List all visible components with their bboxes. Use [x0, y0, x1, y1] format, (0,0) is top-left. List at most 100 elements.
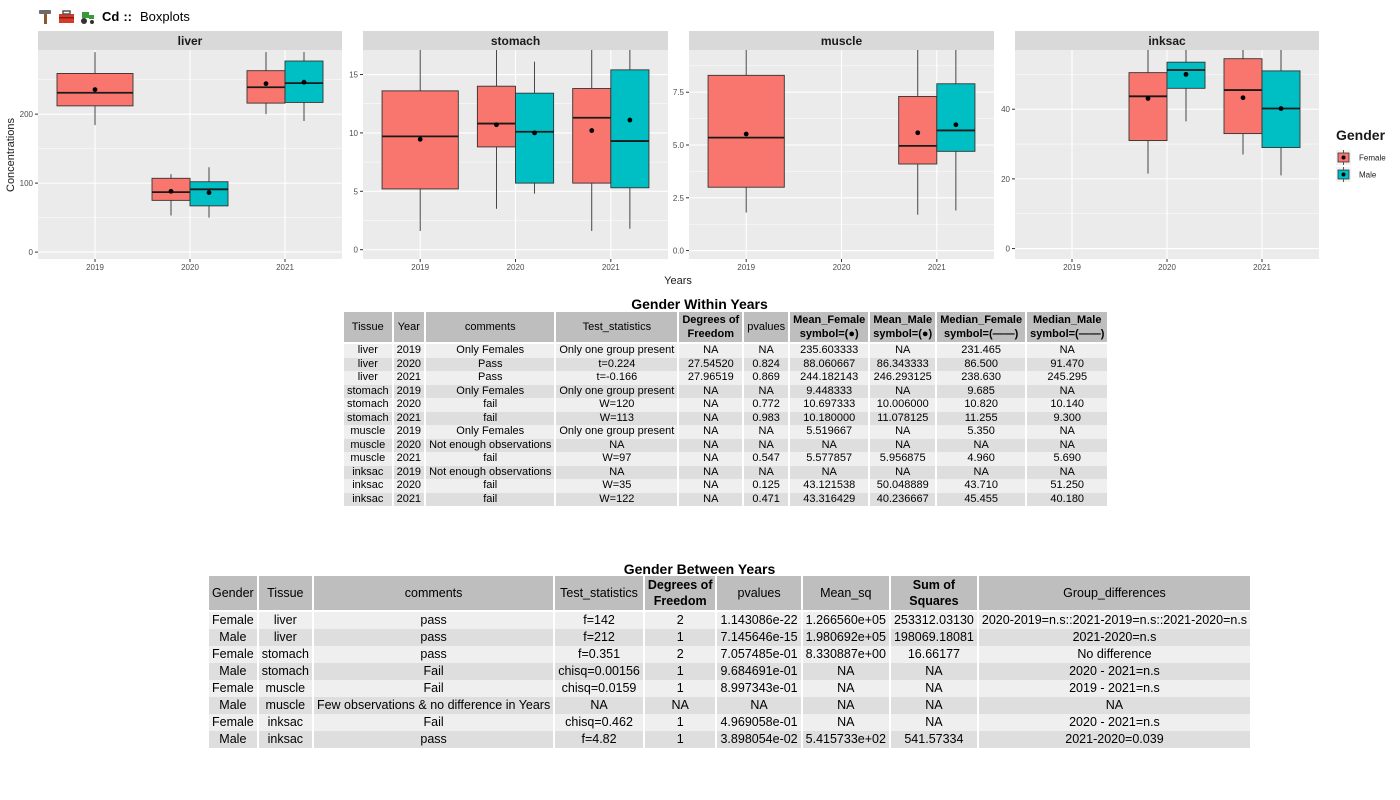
table-cell: t=0.224: [556, 357, 678, 371]
table-cell: stomach: [258, 646, 312, 663]
table-cell: 2020: [393, 438, 425, 452]
x-axis-title: Years: [664, 275, 692, 287]
table-cell: liver: [258, 612, 312, 629]
column-header-text: Squares: [909, 594, 959, 608]
column-header-text: Group_differences: [1063, 586, 1166, 600]
table-cell: Only Females: [426, 425, 555, 439]
column-header-text: Sum of: [912, 578, 956, 592]
gender-between-years-table: Gender Tissue comments Test_statistics Degre…: [207, 576, 1252, 748]
table-row: liver 2019 Only Females Only one group pres…: [344, 344, 1108, 358]
table-cell: NA: [744, 344, 789, 358]
table-cell: Female: [209, 714, 257, 731]
table-cell: 235.603333: [790, 344, 869, 358]
table-cell: pass: [313, 646, 554, 663]
table-row: muscle 2021 fail W=97 NA 0.547 5.577857 5.95687…: [344, 452, 1108, 466]
x-tick-label: 2021: [602, 263, 620, 272]
y-tick-label: 200: [20, 110, 34, 119]
table-cell: 2019: [393, 425, 425, 439]
table-cell: 51.250: [1027, 479, 1108, 493]
table-cell: 5.350: [937, 425, 1026, 439]
table-cell: Not enough observations: [426, 438, 555, 452]
table-cell: NA: [890, 680, 977, 697]
legend-key-mean: [1341, 155, 1346, 160]
facet-label: stomach: [491, 34, 540, 48]
table-cell: pass: [313, 612, 554, 629]
table-cell: Female: [209, 680, 257, 697]
column-header: Year: [393, 312, 425, 344]
column-header-text: pvalues: [747, 321, 786, 333]
table-row: inksac 2020 fail W=35 NA 0.125 43.121538 50.048…: [344, 479, 1108, 493]
table-cell: liver: [344, 371, 392, 385]
table-cell: NA: [870, 384, 936, 398]
table-cell: NA: [1027, 425, 1108, 439]
table-cell: 2021-2020=n.s: [978, 629, 1251, 646]
table-cell: 2020-2019=n.s::2021-2019=n.s::2021-2020=…: [978, 612, 1251, 629]
table-cell: fail: [426, 479, 555, 493]
table-cell: 10.180000: [790, 411, 869, 425]
facet-label: inksac: [1148, 34, 1186, 48]
column-header: Median_Female symbol=(——): [937, 312, 1026, 344]
column-header-text: Freedom: [653, 594, 707, 608]
table-cell: NA: [870, 425, 936, 439]
table-cell: 1: [644, 680, 716, 697]
table-cell: NA: [744, 438, 789, 452]
table-row: Male stomach Fail chisq=0.00156 1 9.684691e-0…: [209, 663, 1251, 680]
column-header: Test_statistics: [555, 576, 643, 612]
table-cell: NA: [790, 465, 869, 479]
column-header: Gender: [209, 576, 257, 612]
table-cell: NA: [802, 714, 889, 731]
table-cell: NA: [890, 714, 977, 731]
mean-point: [1183, 71, 1189, 77]
y-axis-title: Concentrations: [5, 118, 17, 192]
table-cell: 40.180: [1027, 492, 1108, 506]
table-row: stomach 2021 fail W=113 NA 0.983 10.180000 11.0…: [344, 411, 1108, 425]
mean-point: [494, 122, 499, 128]
table-cell: f=212: [555, 629, 643, 646]
table-cell: 2019 - 2021=n.s: [978, 680, 1251, 697]
table-cell: NA: [802, 697, 889, 714]
column-header-text: comments: [404, 586, 463, 600]
table-cell: 2019: [393, 384, 425, 398]
table-cell: NA: [679, 492, 743, 506]
table-cell: 2: [644, 612, 716, 629]
table-cell: pass: [313, 629, 554, 646]
table-cell: 2021: [393, 371, 425, 385]
table-cell: 11.255: [937, 411, 1026, 425]
table-row: liver 2021 Pass t=-0.166 27.96519 0.869 244.18…: [344, 371, 1108, 385]
table-cell: liver: [344, 344, 392, 358]
table-cell: Only Females: [426, 344, 555, 358]
table-cell: 2019: [393, 465, 425, 479]
table-cell: 10.697333: [790, 398, 869, 412]
table-cell: 244.182143: [790, 371, 869, 385]
table-cell: 9.448333: [790, 384, 869, 398]
table-cell: Male: [209, 629, 257, 646]
box-female-2020: [1128, 72, 1168, 142]
table-cell: 43.121538: [790, 479, 869, 493]
table-cell: 2021: [393, 492, 425, 506]
table-cell: 253312.03130: [890, 612, 977, 629]
table-cell: Fail: [313, 680, 554, 697]
table-cell: Only Females: [426, 384, 555, 398]
table-row: muscle 2020 Not enough observations NA NA NA N…: [344, 438, 1108, 452]
table-cell: 0.772: [744, 398, 789, 412]
column-header-text: Degrees of: [682, 314, 740, 326]
table-cell: inksac: [344, 465, 392, 479]
table-cell: 0.869: [744, 371, 789, 385]
table-cell: Female: [209, 612, 257, 629]
table-cell: muscle: [258, 680, 312, 697]
mean-point: [1240, 95, 1246, 101]
column-header-text: Test_statistics: [582, 321, 652, 333]
figure-header: Cd :: Boxplots: [37, 5, 190, 27]
table-cell: 2021-2020=0.039: [978, 731, 1251, 748]
table-row: inksac 2019 Not enough observations NA NA NA N…: [344, 465, 1108, 479]
table-cell: fail: [426, 411, 555, 425]
table-cell: 1: [644, 663, 716, 680]
column-header-text: Year: [397, 321, 420, 333]
table-cell: 2020: [393, 398, 425, 412]
mean-point: [168, 188, 174, 194]
y-tick-label: 5: [354, 187, 359, 196]
column-header-text: symbol=(●): [873, 328, 933, 340]
table-row: stomach 2019 Only Females Only one group pr…: [344, 384, 1108, 398]
y-tick-label: 5.0: [673, 141, 685, 150]
